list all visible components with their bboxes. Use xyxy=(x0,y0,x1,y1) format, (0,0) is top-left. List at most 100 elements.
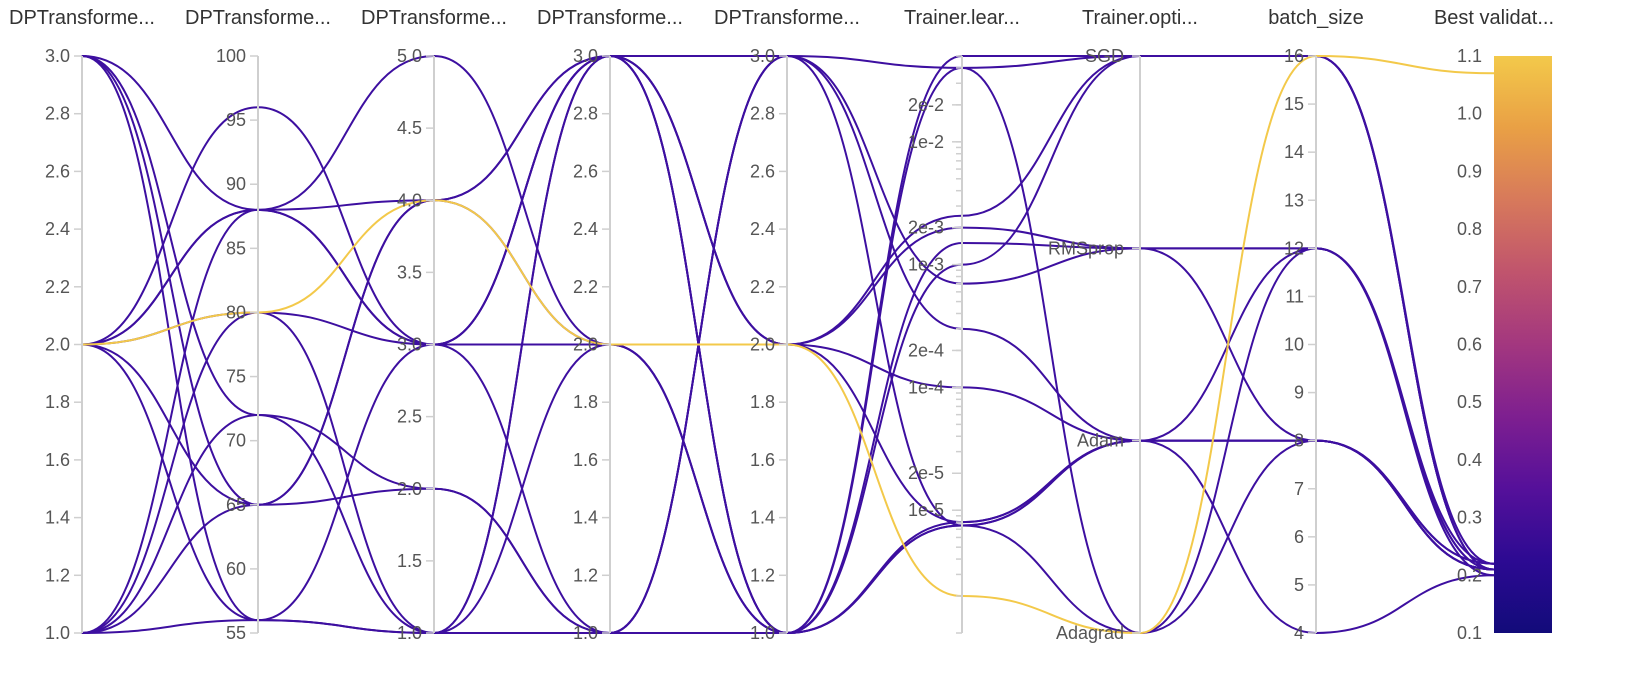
tick-label: 2.4 xyxy=(573,219,598,239)
tick-label: 16 xyxy=(1284,46,1304,66)
tick-label: 9 xyxy=(1294,383,1304,403)
tick-label: 3.0 xyxy=(397,335,422,355)
tick-label: 7 xyxy=(1294,479,1304,499)
tick-label: 1.6 xyxy=(750,450,775,470)
tick-label: 0.1 xyxy=(1457,623,1482,643)
tick-label: 1.0 xyxy=(750,623,775,643)
tick-label: 2.0 xyxy=(573,335,598,355)
tick-label: 2.2 xyxy=(750,277,775,297)
tick-label: 4.5 xyxy=(397,118,422,138)
tick-label: 2.2 xyxy=(573,277,598,297)
tick-label: 1e-3 xyxy=(908,255,944,275)
tick-label: 2.6 xyxy=(750,161,775,181)
tick-label: 1.0 xyxy=(45,623,70,643)
axis-3: DPTransforme... 3.0 2.8 2.6 2.4 2.2 2.0 1.8 1.6 1… xyxy=(537,7,683,643)
tick-label: 3.5 xyxy=(397,262,422,282)
axis-8: Best validat... 1.1 1.0 0.9 0.8 0.7 0.6 0.5 0.4 0… xyxy=(1434,7,1554,643)
tick-label: 1.2 xyxy=(45,565,70,585)
tick-label: 2.8 xyxy=(45,104,70,124)
tick-label: 2e-4 xyxy=(908,340,944,360)
axis-title-6[interactable]: Trainer.opti... xyxy=(1082,7,1198,29)
tick-label: 85 xyxy=(226,238,246,258)
tick-label: 4 xyxy=(1294,623,1304,643)
tick-label: 2.8 xyxy=(750,104,775,124)
tick-label: 8 xyxy=(1294,431,1304,451)
tick-label: 6 xyxy=(1294,527,1304,547)
axis-title-0[interactable]: DPTransforme... xyxy=(9,7,155,29)
run-line-6[interactable] xyxy=(81,54,1495,635)
axis-title-3[interactable]: DPTransforme... xyxy=(537,7,683,29)
axis-1: DPTransforme... 100 95 90 85 80 75 70 65 60 55 xyxy=(185,7,331,643)
tick-label: 1.2 xyxy=(573,565,598,585)
tick-label: 90 xyxy=(226,174,246,194)
tick-label: 0.7 xyxy=(1457,277,1482,297)
tick-label: 1.0 xyxy=(1457,104,1482,124)
tick-label: 14 xyxy=(1284,142,1304,162)
tick-label: 2.2 xyxy=(45,277,70,297)
tick-label: 0.3 xyxy=(1457,508,1482,528)
category-label-rmsprop: RMSprop xyxy=(1048,238,1124,258)
axis-title-5[interactable]: Trainer.lear... xyxy=(904,7,1020,29)
tick-label: 1.5 xyxy=(397,551,422,571)
tick-label: 0.9 xyxy=(1457,161,1482,181)
axis-5: Trainer.lear... 2e-2 1e-2 2e-3 1e-3 2e-4 1e-4 2… xyxy=(904,7,1020,634)
tick-label: 2e-2 xyxy=(908,95,944,115)
tick-label: 1e-4 xyxy=(908,377,944,397)
axis-7: batch_size 16 15 14 13 12 11 10 9 8 7 6 5 4 xyxy=(1268,7,1364,643)
axis-0: DPTransforme... 3.0 2.8 2.6 2.4 2.2 2.0 1.8 1.6 1… xyxy=(9,7,155,643)
tick-label: 2.0 xyxy=(45,335,70,355)
tick-label: 5.0 xyxy=(397,46,422,66)
tick-label: 1.2 xyxy=(750,565,775,585)
axes: DPTransforme... 3.0 2.8 2.6 2.4 2.2 2.0 1.8 1.6 1… xyxy=(9,7,1554,643)
category-label-sgd: SGD xyxy=(1085,46,1124,66)
colorbar xyxy=(1494,56,1552,633)
tick-label: 2.6 xyxy=(45,161,70,181)
tick-label: 2.8 xyxy=(573,104,598,124)
tick-label: 2.6 xyxy=(573,161,598,181)
axis-title-8[interactable]: Best validat... xyxy=(1434,7,1554,29)
tick-label: 1.8 xyxy=(573,392,598,412)
tick-label: 2.4 xyxy=(750,219,775,239)
axis-6: Trainer.opti... SGD RMSprop Adam Adagrad xyxy=(1048,7,1198,643)
tick-label: 13 xyxy=(1284,190,1304,210)
axis-title-2[interactable]: DPTransforme... xyxy=(361,7,507,29)
tick-label: 0.4 xyxy=(1457,450,1482,470)
tick-label: 0.5 xyxy=(1457,392,1482,412)
tick-label: 15 xyxy=(1284,94,1304,114)
tick-label: 1.4 xyxy=(45,508,70,528)
axis-title-7[interactable]: batch_size xyxy=(1268,7,1364,29)
tick-label: 95 xyxy=(226,110,246,130)
tick-label: 2.4 xyxy=(45,219,70,239)
tick-label: 2e-5 xyxy=(908,463,944,483)
tick-label: 80 xyxy=(226,302,246,322)
tick-label: 0.6 xyxy=(1457,335,1482,355)
tick-label: 3.0 xyxy=(45,46,70,66)
axis-title-4[interactable]: DPTransforme... xyxy=(714,7,860,29)
tick-label: 1e-5 xyxy=(908,500,944,520)
tick-label: 1e-2 xyxy=(908,132,944,152)
tick-label: 11 xyxy=(1285,286,1304,306)
tick-label: 2.5 xyxy=(397,407,422,427)
tick-label: 55 xyxy=(226,623,246,643)
category-label-adam: Adam xyxy=(1077,431,1124,451)
tick-label: 5 xyxy=(1294,575,1304,595)
tick-label: 10 xyxy=(1284,335,1304,355)
tick-label: 1.6 xyxy=(573,450,598,470)
tick-label: 12 xyxy=(1284,238,1304,258)
run-line-0[interactable] xyxy=(81,54,1495,635)
tick-label: 70 xyxy=(226,431,246,451)
tick-label: 1.0 xyxy=(397,623,422,643)
tick-label: 2e-3 xyxy=(908,218,944,238)
tick-label: 4.0 xyxy=(397,190,422,210)
tick-label: 0.8 xyxy=(1457,219,1482,239)
tick-label: 2.0 xyxy=(397,479,422,499)
axis-2: DPTransforme... 5.0 4.5 4.0 3.5 3.0 2.5 2.0 1.5 1… xyxy=(361,7,507,643)
tick-label: 1.8 xyxy=(45,392,70,412)
tick-label: 65 xyxy=(226,495,246,515)
tick-label: 1.0 xyxy=(573,623,598,643)
tick-label: 0.2 xyxy=(1457,565,1482,585)
axis-title-1[interactable]: DPTransforme... xyxy=(185,7,331,29)
tick-label: 75 xyxy=(226,367,246,387)
tick-label: 2.0 xyxy=(750,335,775,355)
